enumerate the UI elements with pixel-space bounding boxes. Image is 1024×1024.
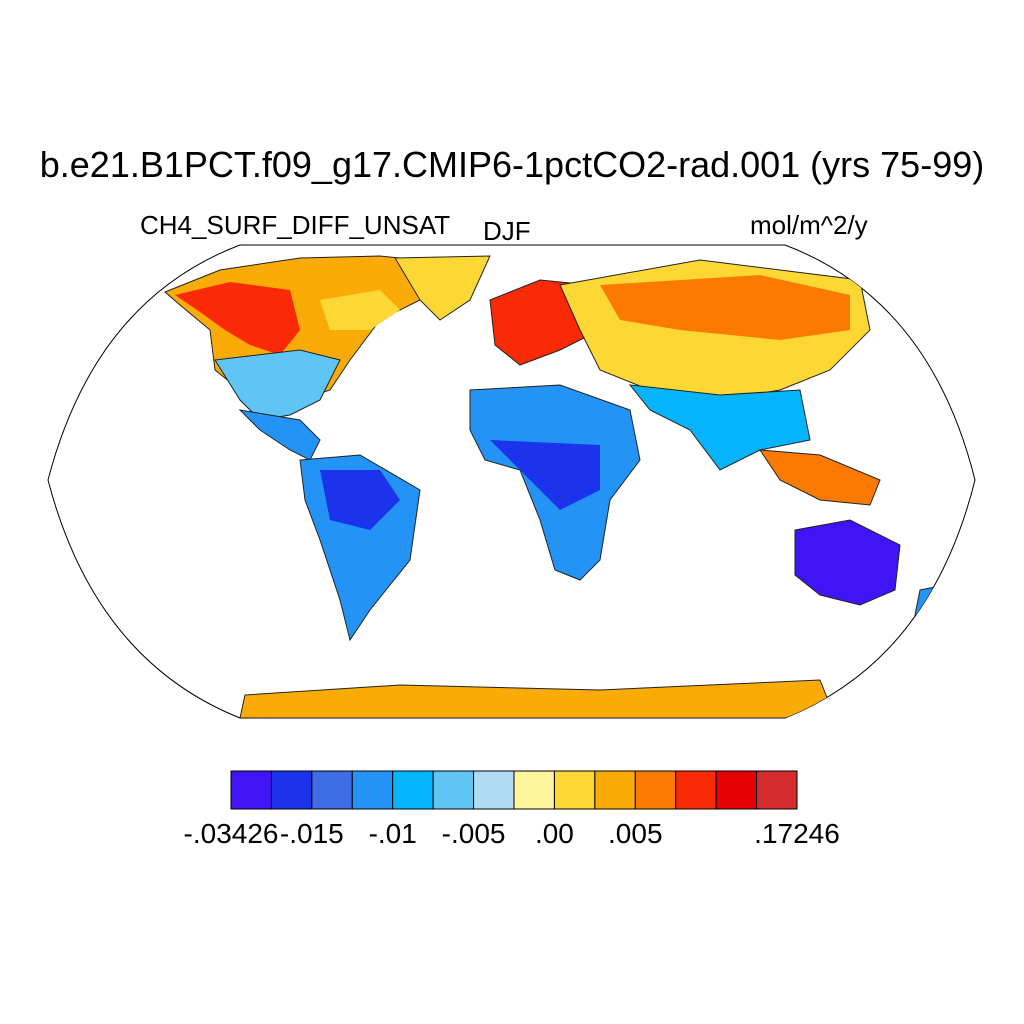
colorbar-label: -.01	[368, 818, 417, 849]
colorbar-swatch	[311, 770, 353, 810]
colorbar-label: .17246	[754, 818, 840, 849]
colorbar-swatch	[473, 770, 515, 810]
amazon-region	[320, 470, 400, 530]
colorbar-swatch	[270, 770, 313, 810]
colorbar-swatch	[230, 770, 272, 810]
colorbar-swatch	[432, 770, 475, 810]
colorbar-swatch	[392, 770, 434, 810]
colorbar-label: .005	[608, 818, 663, 849]
siberia-hot-region	[600, 275, 850, 340]
greenland-region	[394, 255, 491, 321]
plot-title: b.e21.B1PCT.f09_g17.CMIP6-1pctCO2-rad.00…	[39, 144, 985, 185]
us-region	[214, 349, 341, 421]
colorbar-swatch	[675, 770, 717, 810]
colorbar-swatch	[513, 770, 555, 810]
colorbar-swatch	[715, 770, 758, 810]
colorbar-swatch	[634, 770, 677, 810]
colorbar-label: -.015	[279, 818, 344, 849]
central-africa-region	[490, 440, 600, 510]
colorbar	[230, 770, 798, 810]
colorbar-label: -.03426	[183, 818, 279, 849]
australia-region	[794, 519, 901, 606]
colorbar-swatch	[594, 770, 636, 810]
antarctica-region	[239, 679, 831, 718]
alaska-canada-hot-region	[175, 282, 300, 355]
variable-name: CH4_SURF_DIFF_UNSAT	[140, 210, 451, 240]
colorbar-swatch	[756, 770, 798, 810]
colorbar-swatch	[351, 770, 394, 810]
southeast-asia-region	[759, 449, 881, 506]
colorbar-label: -.005	[441, 818, 506, 849]
canada-east-region	[320, 290, 400, 330]
colorbar-swatch	[553, 770, 596, 810]
units-label: mol/m^2/y	[750, 210, 868, 240]
season-label: DJF	[483, 216, 531, 246]
colorbar-label: .00	[534, 818, 574, 849]
